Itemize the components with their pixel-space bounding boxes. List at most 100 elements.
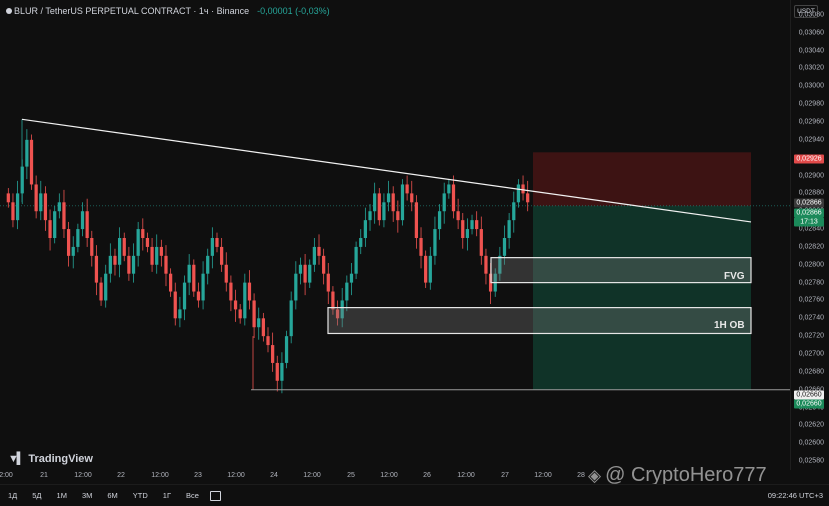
candle-body [447,184,451,194]
price-tag: 17:13 [794,217,824,227]
price-tick-label: 0,02760 [798,296,824,304]
range-button-5Д[interactable]: 5Д [32,491,42,500]
candle-body [53,211,57,238]
candle-body [261,318,265,337]
candle-body [113,255,117,265]
time-tick-label: 21 [40,472,48,479]
candle-body [317,246,321,256]
candle-body [187,264,191,283]
price-tick-label: 0,02960 [798,118,824,126]
candle-body [99,282,103,301]
tradingview-icon: ▼▍ [8,453,25,465]
candle-body [271,345,275,363]
time-tick-label: 12:00 [303,472,321,479]
candle-body [451,184,456,212]
candle-body [442,193,446,212]
price-chart[interactable] [0,0,790,470]
range-button-Все[interactable]: Все [186,491,199,500]
ob-label: 1H OB [714,320,745,331]
candle-body [224,264,228,283]
range-button-3М[interactable]: 3М [81,491,93,500]
price-tick-label: 0,02900 [798,172,824,180]
time-tick-label: 2:00 [0,472,13,479]
time-tick-label: 26 [423,472,431,479]
time-tick-label: 25 [347,472,355,479]
price-tick-label: 0,03080 [798,11,824,19]
candle-body [498,255,502,274]
price-tick-label: 0,02800 [798,261,824,269]
candle-body [354,246,358,274]
candle-body [173,291,177,319]
candle-body [62,202,66,230]
stop-loss-zone [533,152,751,206]
price-tag: 0,02660 [794,399,824,409]
candle-body [433,229,437,256]
candle-body [502,238,507,256]
candle-body [57,202,61,212]
symbol-title[interactable]: BLUR / TetherUS PERPETUAL CONTRACT · 1ч … [6,6,249,16]
range-button-6М[interactable]: 6М [107,491,118,500]
candle-body [182,282,187,310]
currency-selector[interactable]: USDT [794,5,818,18]
fvg-label: FVG [724,271,745,282]
candle-body [312,246,316,265]
time-tick-label: 12:00 [534,472,552,479]
candle-body [108,255,112,274]
candle-body [6,193,10,203]
time-axis[interactable]: 2:00 21 12:00 22 12:00 23 12:00 24 12:00 25 12:00 2… [0,470,790,484]
candle-body [90,238,94,256]
price-change: -0,00001 (-0,03%) [257,6,330,16]
calendar-icon[interactable] [209,490,221,501]
candle-body [34,184,38,212]
candle-body [410,193,414,203]
candle-body [289,300,293,337]
take-profit-zone [533,205,751,390]
candle-body [470,220,474,230]
candle-body [29,139,34,185]
time-tick-label: 28 [577,472,585,479]
candle-body [15,193,20,221]
price-axis[interactable]: 0,03080 0,03060 0,03040 0,03020 0,03000 0,029… [790,0,829,470]
candle-body [66,229,71,256]
candle-body [335,309,340,319]
candle-body [516,184,521,203]
candle-body [424,255,428,283]
candle-body [405,184,409,194]
candle-body [396,211,400,221]
candle-body [164,255,168,274]
candle-body [159,246,163,256]
candle-body [322,255,326,274]
clock[interactable]: 09:22:46 UTC+3 [767,491,823,500]
price-tag: 0,02926 [794,154,824,164]
candle-body [257,318,261,328]
candle-body [233,300,238,310]
range-button-YTD[interactable]: YTD [132,491,148,500]
candle-body [145,238,150,247]
coin-icon [6,8,12,14]
candle-body [71,246,75,256]
candle-body [400,184,405,221]
range-button-1Г[interactable]: 1Г [162,491,172,500]
price-tick-label: 0,03060 [798,29,824,37]
range-button-1М[interactable]: 1М [56,491,67,500]
candle-body [428,255,432,283]
candle-body [419,238,423,256]
tradingview-label: TradingView [28,452,93,465]
candle-body [521,184,525,194]
price-tick-label: 0,02600 [798,439,824,447]
candle-body [331,291,335,310]
time-tick-label: 12:00 [151,472,169,479]
time-tick-label: 27 [501,472,509,479]
range-button-1Д[interactable]: 1Д [8,491,18,500]
price-tick-label: 0,03000 [798,82,824,90]
symbol-label: BLUR / TetherUS PERPETUAL CONTRACT · 1ч … [14,6,250,16]
candle-body [85,211,89,238]
candle-body [136,229,140,256]
candle-body [349,273,354,283]
candle-body [48,220,52,238]
candle-body [373,193,377,212]
tradingview-logo[interactable]: ▼▍ TradingView [8,452,93,466]
candle-body [382,202,386,221]
price-tick-label: 0,02660 [799,386,824,393]
time-tick-label: 23 [194,472,202,479]
